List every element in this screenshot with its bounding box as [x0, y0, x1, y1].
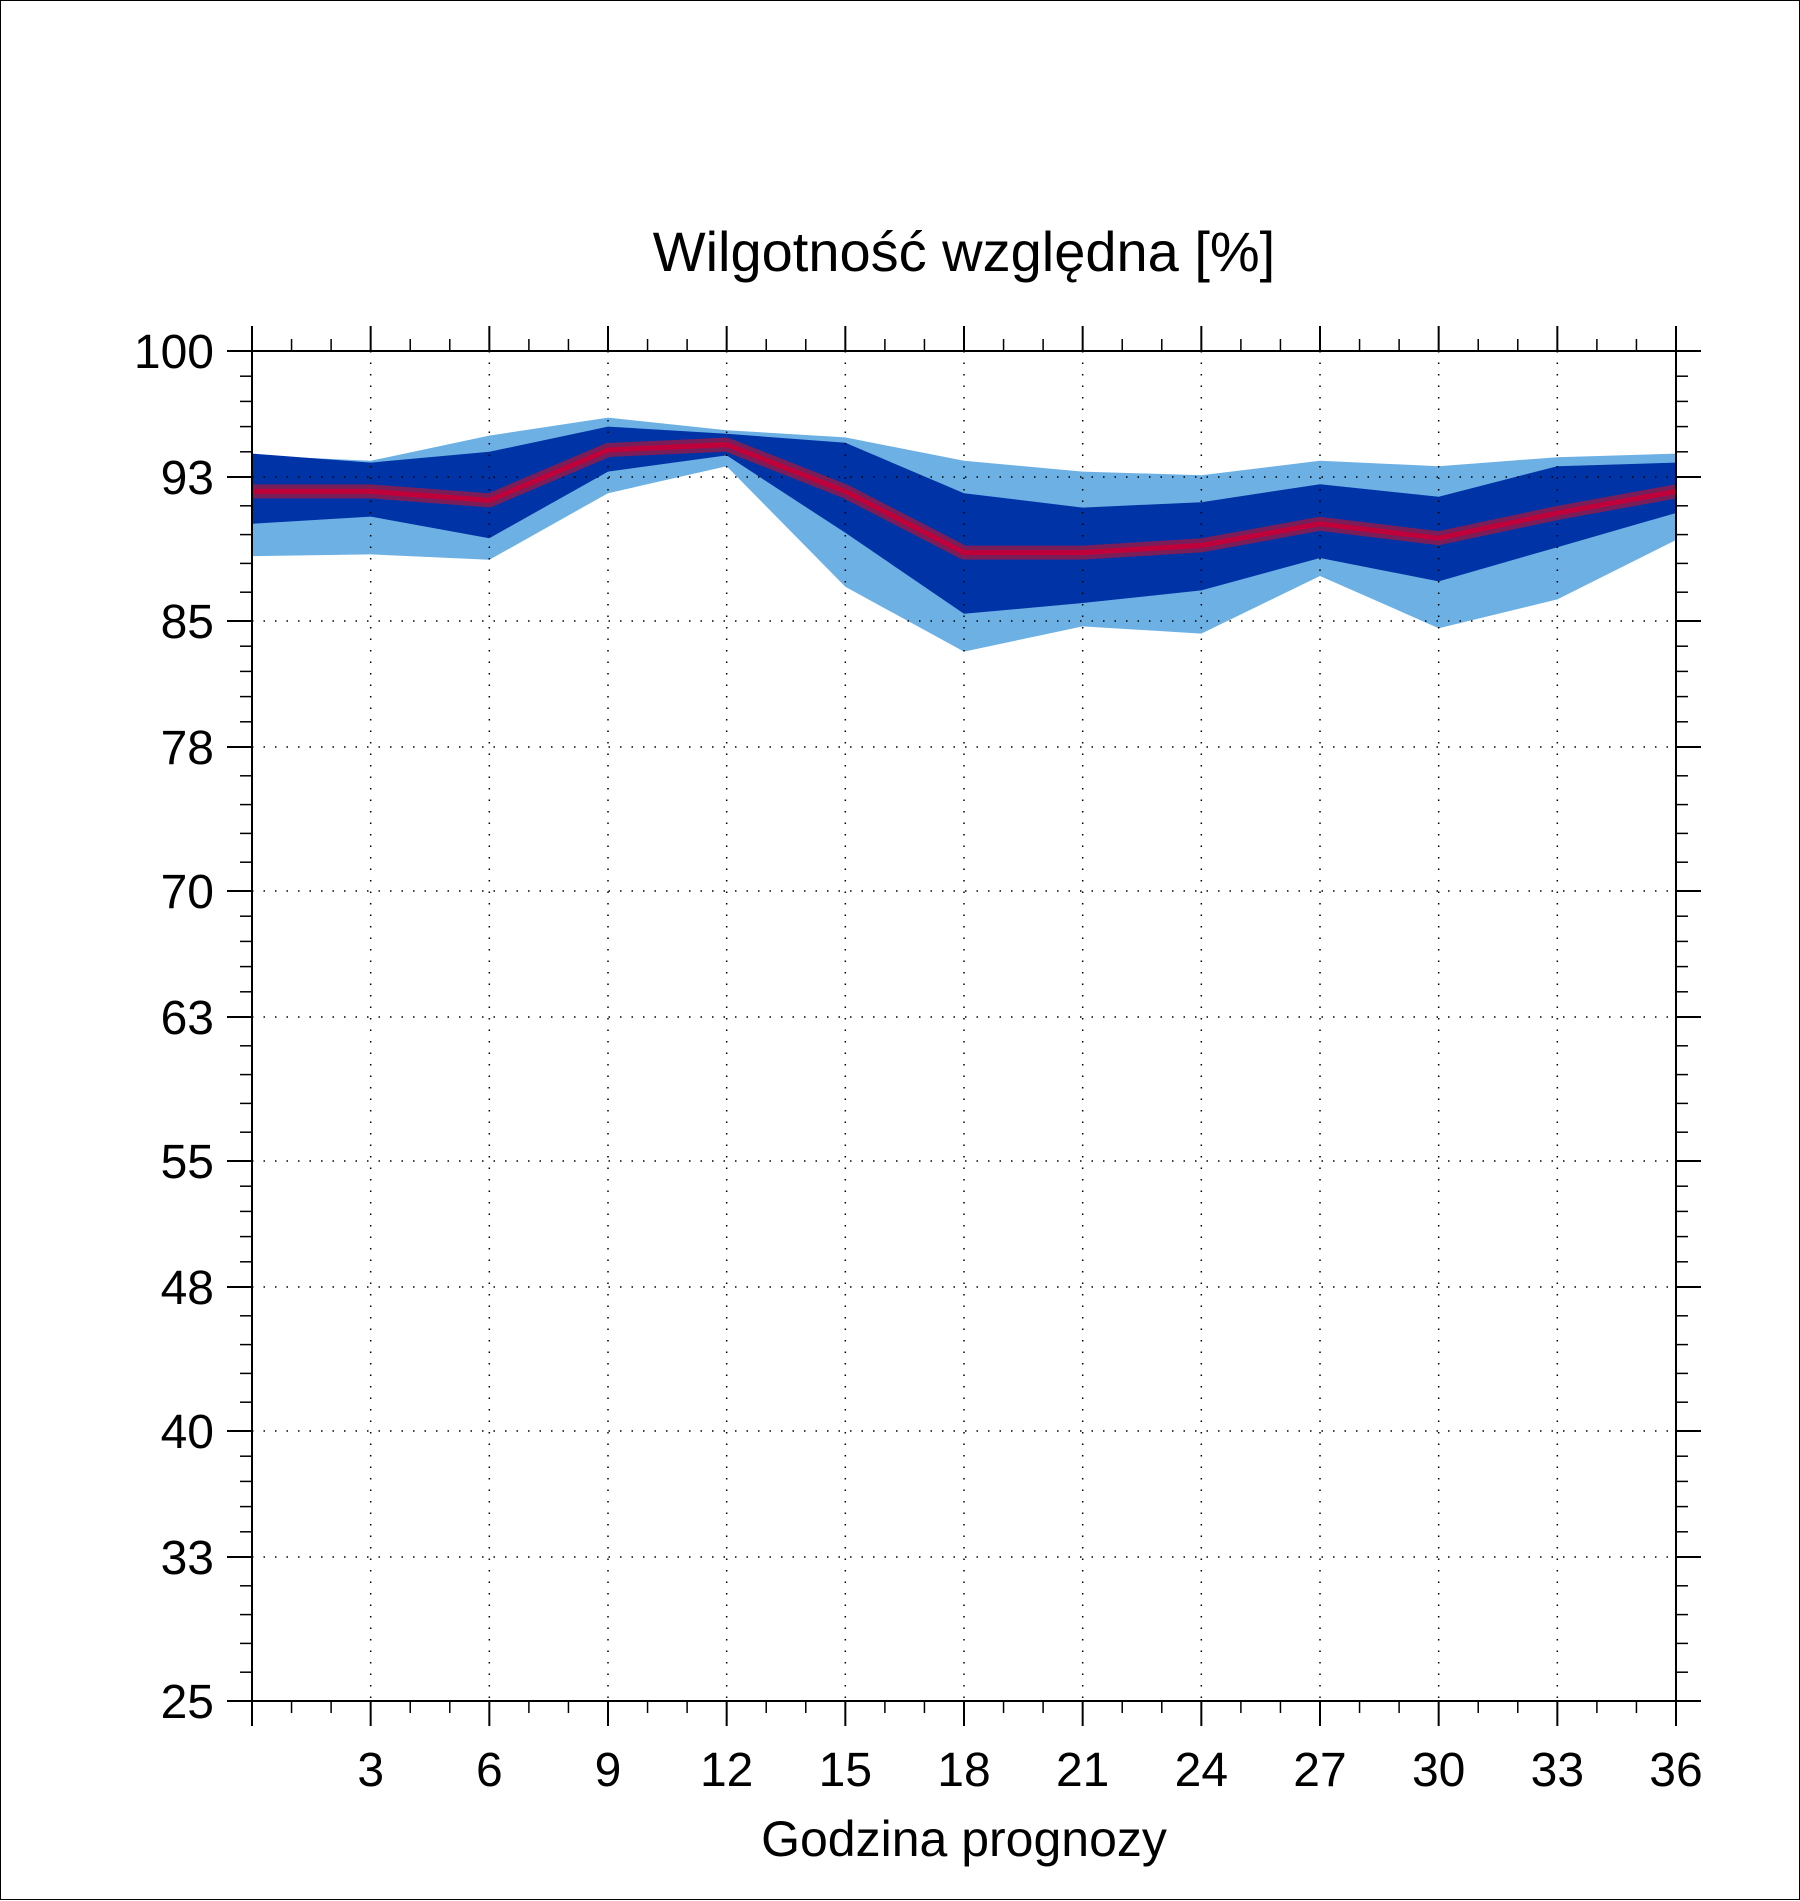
median-line-group	[252, 437, 1678, 560]
x-tick-label: 6	[476, 1744, 503, 1797]
x-tick-label: 27	[1293, 1744, 1346, 1797]
x-axis-label: Godzina prognozy	[761, 1811, 1167, 1867]
x-tick-label: 18	[937, 1744, 990, 1797]
y-tick-label: 48	[161, 1262, 214, 1315]
chart-title: Wilgotność względna [%]	[653, 220, 1276, 283]
x-tick-label: 24	[1175, 1744, 1228, 1797]
x-tick-label: 15	[819, 1744, 872, 1797]
y-tick-label: 70	[161, 866, 214, 919]
y-tick-label: 55	[161, 1136, 214, 1189]
y-tick-label: 85	[161, 596, 214, 649]
x-tick-label: 30	[1412, 1744, 1465, 1797]
y-tick-label: 78	[161, 722, 214, 775]
x-tick-label: 36	[1649, 1744, 1702, 1797]
x-tick-label: 3	[357, 1744, 384, 1797]
y-tick-label: 63	[161, 992, 214, 1045]
y-tick-label: 100	[134, 326, 214, 379]
x-tick-label: 21	[1056, 1744, 1109, 1797]
x-tick-label: 9	[595, 1744, 622, 1797]
y-tick-label: 40	[161, 1406, 214, 1459]
median-line	[252, 442, 1677, 556]
x-tick-label: 12	[700, 1744, 753, 1797]
y-tick-label: 25	[161, 1676, 214, 1729]
x-tick-labels: 3 6 9 12 15 18 21 24 27 30 33 36	[357, 1744, 1702, 1797]
y-tick-labels: 100 93 85 78 70 63 55 48 40 33 25	[134, 326, 214, 1729]
y-tick-label: 93	[161, 452, 214, 505]
axes	[227, 326, 1701, 1726]
forecast-bands	[252, 417, 1676, 652]
y-tick-label: 33	[161, 1532, 214, 1585]
x-tick-label: 33	[1531, 1744, 1584, 1797]
inner-band	[252, 426, 1676, 614]
